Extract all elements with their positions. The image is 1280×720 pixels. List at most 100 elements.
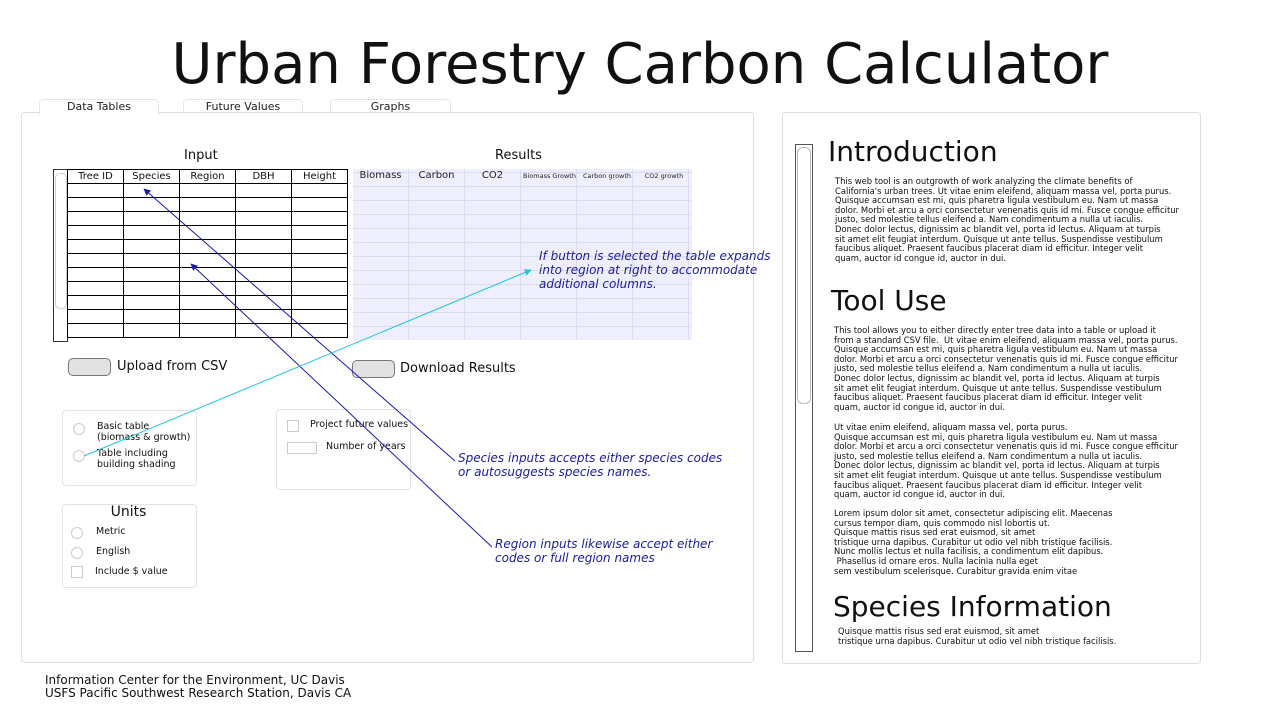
input-cell[interactable] bbox=[123, 183, 180, 198]
tool-use-text-1: This tool allows you to either directly … bbox=[834, 325, 1178, 412]
input-cell[interactable] bbox=[235, 323, 292, 338]
input-cell[interactable] bbox=[123, 267, 180, 282]
input-cell[interactable] bbox=[291, 253, 348, 268]
input-cell[interactable] bbox=[123, 281, 180, 296]
input-cell[interactable] bbox=[291, 309, 348, 324]
col-co2-growth: CO2 growth bbox=[644, 172, 684, 180]
metric-radio[interactable] bbox=[71, 527, 83, 539]
input-cell[interactable] bbox=[179, 267, 236, 282]
input-cell[interactable] bbox=[67, 295, 124, 310]
table-row bbox=[67, 239, 348, 254]
number-of-years-input[interactable] bbox=[287, 442, 317, 454]
input-cell[interactable] bbox=[67, 225, 124, 240]
input-cell[interactable] bbox=[179, 183, 236, 198]
input-cell[interactable] bbox=[235, 309, 292, 324]
input-cell[interactable] bbox=[235, 239, 292, 254]
input-cell[interactable] bbox=[291, 183, 348, 198]
input-cell[interactable] bbox=[291, 323, 348, 338]
input-cell[interactable] bbox=[235, 183, 292, 198]
upload-csv-label: Upload from CSV bbox=[117, 359, 228, 374]
info-sidebar bbox=[782, 112, 1201, 664]
input-cell[interactable] bbox=[123, 323, 180, 338]
input-cell[interactable] bbox=[179, 225, 236, 240]
units-options bbox=[62, 504, 197, 588]
input-cell[interactable] bbox=[123, 197, 180, 212]
input-cell[interactable] bbox=[179, 295, 236, 310]
input-cell[interactable] bbox=[235, 211, 292, 226]
input-cell[interactable] bbox=[67, 211, 124, 226]
input-cell[interactable] bbox=[123, 239, 180, 254]
introduction-heading: Introduction bbox=[828, 135, 998, 168]
tool-use-text-2: Ut vitae enim eleifend, aliquam massa ve… bbox=[834, 422, 1178, 500]
input-cell[interactable] bbox=[67, 323, 124, 338]
input-cell[interactable] bbox=[179, 309, 236, 324]
tab-graphs[interactable]: Graphs bbox=[330, 99, 451, 114]
col-region: Region bbox=[179, 169, 236, 184]
input-cell[interactable] bbox=[235, 281, 292, 296]
footer-credits: Information Center for the Environment, … bbox=[45, 673, 352, 700]
english-radio[interactable] bbox=[71, 547, 83, 559]
input-cell[interactable] bbox=[179, 323, 236, 338]
table-row bbox=[67, 295, 348, 310]
basic-table-label: Basic table (biomass & growth) bbox=[97, 421, 191, 443]
input-cell[interactable] bbox=[291, 295, 348, 310]
input-cell[interactable] bbox=[123, 225, 180, 240]
results-label: Results bbox=[495, 148, 542, 163]
input-table-body[interactable] bbox=[67, 183, 348, 338]
input-cell[interactable] bbox=[235, 295, 292, 310]
input-cell[interactable] bbox=[179, 211, 236, 226]
table-row bbox=[67, 225, 348, 240]
input-cell[interactable] bbox=[67, 183, 124, 198]
table-row bbox=[67, 323, 348, 338]
note-species-inputs: Species inputs accepts either species co… bbox=[458, 451, 723, 479]
col-co2: CO2 bbox=[481, 170, 504, 181]
col-dbh: DBH bbox=[235, 169, 292, 184]
include-dollar-checkbox[interactable] bbox=[71, 566, 83, 578]
tab-future-values[interactable]: Future Values bbox=[183, 99, 303, 114]
input-cell[interactable] bbox=[235, 197, 292, 212]
species-information-heading: Species Information bbox=[833, 590, 1112, 623]
basic-table-radio[interactable] bbox=[73, 423, 85, 435]
table-row bbox=[67, 253, 348, 268]
input-table-scroll-thumb[interactable] bbox=[55, 173, 67, 309]
input-cell[interactable] bbox=[123, 211, 180, 226]
project-future-checkbox[interactable] bbox=[287, 420, 299, 432]
page-title: Urban Forestry Carbon Calculator bbox=[171, 32, 1109, 97]
input-cell[interactable] bbox=[67, 309, 124, 324]
input-cell[interactable] bbox=[67, 281, 124, 296]
input-cell[interactable] bbox=[123, 309, 180, 324]
input-cell[interactable] bbox=[235, 253, 292, 268]
upload-csv-button[interactable] bbox=[68, 358, 111, 376]
input-cell[interactable] bbox=[291, 239, 348, 254]
input-cell[interactable] bbox=[291, 211, 348, 226]
input-cell[interactable] bbox=[179, 281, 236, 296]
input-cell[interactable] bbox=[123, 253, 180, 268]
tab-data-tables[interactable]: Data Tables bbox=[39, 99, 159, 115]
introduction-text: This web tool is an outgrowth of work an… bbox=[835, 176, 1179, 263]
tool-use-text-3: Lorem ipsum dolor sit amet, consectetur … bbox=[834, 508, 1113, 576]
input-cell[interactable] bbox=[291, 197, 348, 212]
input-cell[interactable] bbox=[67, 267, 124, 282]
species-information-text: Quisque mattis risus sed erat euismod, s… bbox=[838, 626, 1117, 646]
sidebar-scroll-thumb[interactable] bbox=[797, 147, 811, 404]
table-row bbox=[67, 267, 348, 282]
download-results-button[interactable] bbox=[352, 360, 395, 378]
shading-table-radio[interactable] bbox=[73, 450, 85, 462]
input-cell[interactable] bbox=[291, 225, 348, 240]
input-cell[interactable] bbox=[179, 239, 236, 254]
input-cell[interactable] bbox=[67, 239, 124, 254]
english-label: English bbox=[96, 546, 131, 557]
input-cell[interactable] bbox=[67, 197, 124, 212]
input-cell[interactable] bbox=[291, 281, 348, 296]
table-row bbox=[67, 197, 348, 212]
input-cell[interactable] bbox=[67, 253, 124, 268]
input-cell[interactable] bbox=[179, 197, 236, 212]
col-biomass-growth: Biomass Growth bbox=[523, 172, 576, 180]
input-cell[interactable] bbox=[235, 225, 292, 240]
input-cell[interactable] bbox=[123, 295, 180, 310]
input-cell[interactable] bbox=[291, 267, 348, 282]
col-species: Species bbox=[123, 169, 180, 184]
input-cell[interactable] bbox=[235, 267, 292, 282]
input-cell[interactable] bbox=[179, 253, 236, 268]
input-table-header-row: Tree ID Species Region DBH Height bbox=[67, 169, 348, 184]
